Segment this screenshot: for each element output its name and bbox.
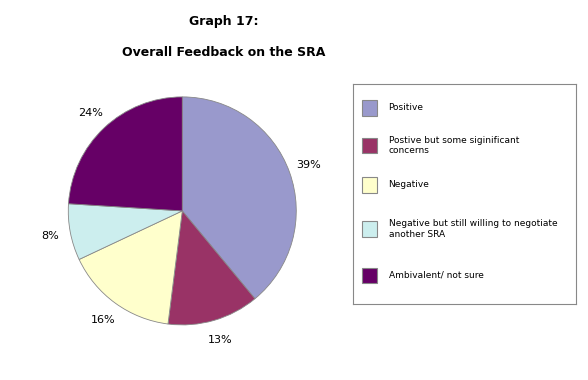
Text: Negative but still willing to negotiate
another SRA: Negative but still willing to negotiate …	[389, 219, 557, 239]
Text: 8%: 8%	[41, 231, 59, 241]
Wedge shape	[182, 97, 296, 299]
Bar	[362, 268, 377, 283]
Bar	[362, 100, 377, 116]
Wedge shape	[69, 97, 182, 211]
Wedge shape	[79, 211, 182, 324]
Text: Postive but some siginificant
concerns: Postive but some siginificant concerns	[389, 136, 519, 155]
Text: 13%: 13%	[208, 335, 232, 345]
Text: Graph 17:: Graph 17:	[189, 15, 258, 28]
Text: Negative: Negative	[389, 180, 429, 190]
Wedge shape	[68, 204, 182, 260]
Text: Overall Feedback on the SRA: Overall Feedback on the SRA	[122, 46, 325, 59]
Bar	[362, 138, 377, 153]
Bar	[362, 221, 377, 237]
Text: Ambivalent/ not sure: Ambivalent/ not sure	[389, 271, 483, 280]
Text: 24%: 24%	[78, 108, 103, 118]
Bar	[362, 177, 377, 193]
Wedge shape	[168, 211, 255, 325]
Text: 16%: 16%	[91, 315, 115, 325]
Text: 39%: 39%	[296, 160, 321, 170]
Text: Positive: Positive	[389, 103, 423, 112]
